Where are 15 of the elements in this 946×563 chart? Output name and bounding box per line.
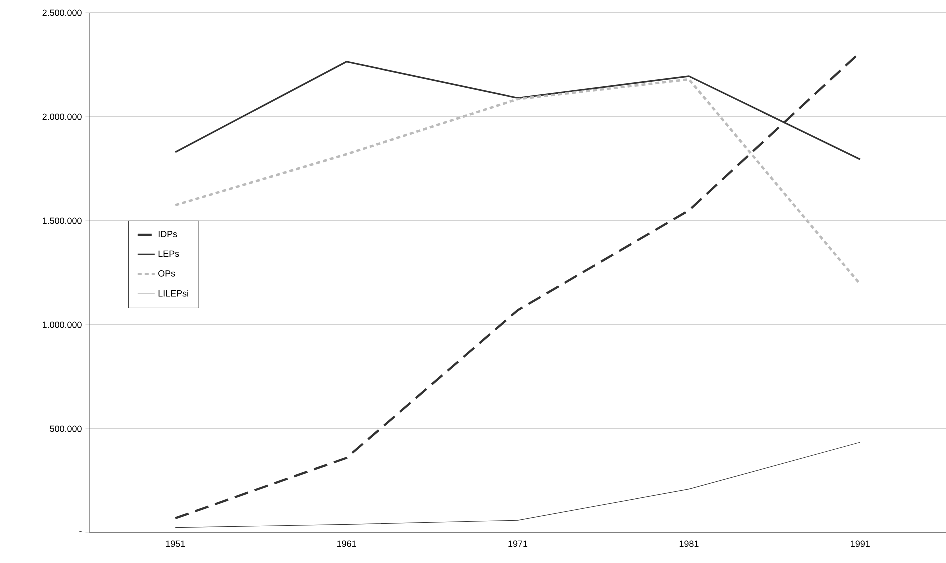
line-series: [175, 442, 861, 528]
legend-label: IDPs: [158, 231, 178, 238]
legend-label: OPs: [158, 270, 176, 277]
y-tick-label: 1.500.000: [43, 218, 82, 224]
legend-label: LILEPsi: [158, 290, 188, 297]
x-tick-label: 1971: [508, 540, 528, 548]
y-tick-label: 2.000.000: [42, 114, 82, 120]
y-tick-label: 2.500.000: [42, 10, 82, 16]
y-tick-label: 500.000: [50, 426, 82, 432]
x-tick-label: 1951: [166, 540, 186, 548]
y-tick-label: 1.000.000: [43, 322, 82, 328]
x-tick-label: 1961: [338, 540, 356, 548]
legend-label: LEPs: [158, 250, 180, 258]
x-tick-label: 1991: [851, 540, 870, 548]
x-tick-label: 1981: [680, 540, 699, 548]
